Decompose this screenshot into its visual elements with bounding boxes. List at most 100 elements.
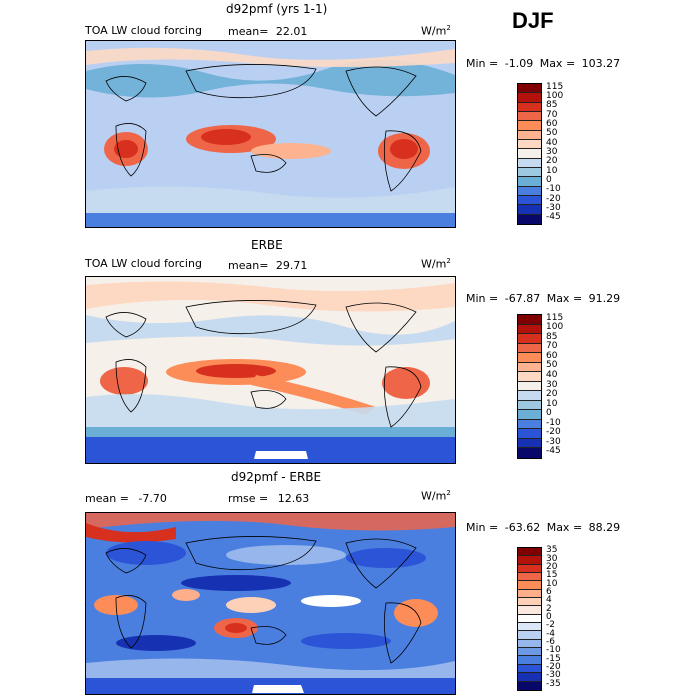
colorbar-swatch: [518, 548, 541, 557]
panel3-max-label: Max =: [546, 521, 583, 534]
panel2-units-exp: 2: [446, 257, 451, 265]
colorbar-tick-label: 15: [546, 570, 558, 581]
panel2-mean: mean= 29.71: [228, 259, 307, 272]
colorbar-swatch: [518, 130, 541, 140]
panel3-mean-label: mean =: [85, 492, 129, 505]
panel3-rmse-value: 12.63: [277, 492, 310, 505]
panel2-max-value: 91.29: [588, 292, 621, 305]
panel1-mean-label: mean=: [228, 25, 269, 38]
colorbar-tick-label: -10: [546, 645, 561, 656]
colorbar-tick-label: 40: [546, 137, 558, 148]
colorbar-swatch: [518, 324, 541, 335]
colorbar-swatch: [518, 581, 541, 590]
colorbar-tick-label: -45: [546, 212, 561, 223]
panel3-max-value: 88.29: [588, 521, 621, 534]
colorbar-swatch: [518, 186, 541, 196]
colorbar-swatch: [518, 623, 541, 632]
colorbar-swatch: [518, 315, 541, 325]
panel2-map: [85, 276, 456, 464]
colorbar-swatch: [518, 614, 541, 624]
panel3-mean-value: -7.70: [138, 492, 167, 505]
colorbar-swatch: [518, 589, 541, 599]
colorbar-tick-label: 100: [546, 322, 564, 333]
colorbar-tick-label: 115: [546, 312, 564, 323]
panel1-units-text: W/m: [421, 24, 447, 38]
colorbar-swatch: [518, 556, 541, 565]
colorbar-tick-label: -4: [546, 628, 555, 639]
colorbar-tick-label: 4: [546, 595, 552, 606]
colorbar-tick-label: -10: [546, 417, 561, 428]
colorbar-swatch: [518, 648, 541, 657]
colorbar-tick-label: -20: [546, 427, 561, 438]
colorbar-tick-label: 10: [546, 165, 558, 176]
panel1-title: d92pmf (yrs 1-1): [226, 2, 328, 16]
panel2-max-label: Max =: [546, 292, 583, 305]
colorbar-swatch: [518, 391, 541, 401]
colorbar-tick-label: 30: [546, 379, 558, 390]
colorbar-swatch: [518, 664, 541, 674]
panel1-mean-value: 22.01: [275, 25, 308, 38]
panel3-minmax: Min = -63.62 Max = 88.29: [466, 521, 620, 534]
colorbar-swatch: [518, 639, 541, 649]
colorbar-swatch: [518, 564, 541, 574]
panel1-variable: TOA LW cloud forcing: [85, 24, 202, 37]
panel1-min-value: -1.09: [504, 57, 534, 70]
colorbar-swatch: [518, 381, 541, 392]
panel2-mean-value: 29.71: [275, 259, 308, 272]
panel3-rmse: rmse = 12.63: [228, 492, 309, 505]
colorbar-tick-label: -45: [546, 446, 561, 457]
panel3-units-exp: 2: [446, 489, 451, 497]
colorbar-swatch: [518, 149, 541, 159]
panel3-map-field: [86, 513, 455, 694]
colorbar-tick-label: 60: [546, 350, 558, 361]
panel2-units-text: W/m: [421, 257, 447, 271]
panel1-max-value: 103.27: [581, 57, 621, 70]
panel3-min-value: -63.62: [504, 521, 541, 534]
panel3-units: W/m2: [421, 489, 451, 503]
season-label: DJF: [512, 8, 554, 33]
panel1-min-label: Min =: [466, 57, 499, 70]
panel2-minmax: Min = -67.87 Max = 91.29: [466, 292, 620, 305]
panel1-map: [85, 40, 456, 228]
colorbar-swatch: [518, 205, 541, 215]
colorbar-tick-label: 10: [546, 578, 558, 589]
colorbar-swatch: [518, 93, 541, 103]
colorbar-tick-label: -20: [546, 193, 561, 204]
colorbar-tick-label: -15: [546, 653, 561, 664]
colorbar-tick-label: 0: [546, 175, 552, 185]
colorbar-tick-label: -20: [546, 662, 561, 673]
colorbar-tick-label: 85: [546, 331, 558, 342]
colorbar-tick-label: 70: [546, 109, 558, 120]
colorbar-tick-label: 0: [546, 408, 552, 419]
colorbar-swatch: [518, 102, 541, 112]
colorbar-tick-label: -10: [546, 184, 561, 195]
colorbar-tick-label: 35: [546, 545, 558, 556]
colorbar-tick-label: -30: [546, 670, 561, 681]
colorbar-tick-label: 70: [546, 341, 558, 352]
colorbar-tick-label: 50: [546, 128, 558, 139]
colorbar-swatch: [518, 214, 541, 224]
colorbar-tick-label: 10: [546, 398, 558, 409]
colorbar-tick-label: -30: [546, 203, 561, 213]
panel3-colorbar: [517, 547, 542, 691]
panel3-map: [85, 512, 456, 695]
colorbar-swatch: [518, 334, 541, 344]
panel3-mean: mean = -7.70: [85, 492, 167, 505]
colorbar-swatch: [518, 606, 541, 615]
colorbar-swatch: [518, 353, 541, 363]
colorbar-tick-label: 85: [546, 100, 558, 111]
panel1-units: W/m2: [421, 24, 451, 38]
colorbar-tick-label: -30: [546, 436, 561, 447]
panel1-minmax: Min = -1.09 Max = 103.27: [466, 57, 620, 70]
colorbar-tick-label: 40: [546, 369, 558, 380]
colorbar-tick-label: 50: [546, 360, 558, 371]
colorbar-tick-label: 6: [546, 586, 552, 597]
colorbar-swatch: [518, 362, 541, 373]
colorbar-swatch: [518, 631, 541, 640]
colorbar-tick-label: 2: [546, 603, 552, 614]
colorbar-swatch: [518, 573, 541, 582]
colorbar-swatch: [518, 177, 541, 187]
panel3-min-label: Min =: [466, 521, 499, 534]
panel3-units-text: W/m: [421, 489, 447, 503]
colorbar-swatch: [518, 673, 541, 682]
